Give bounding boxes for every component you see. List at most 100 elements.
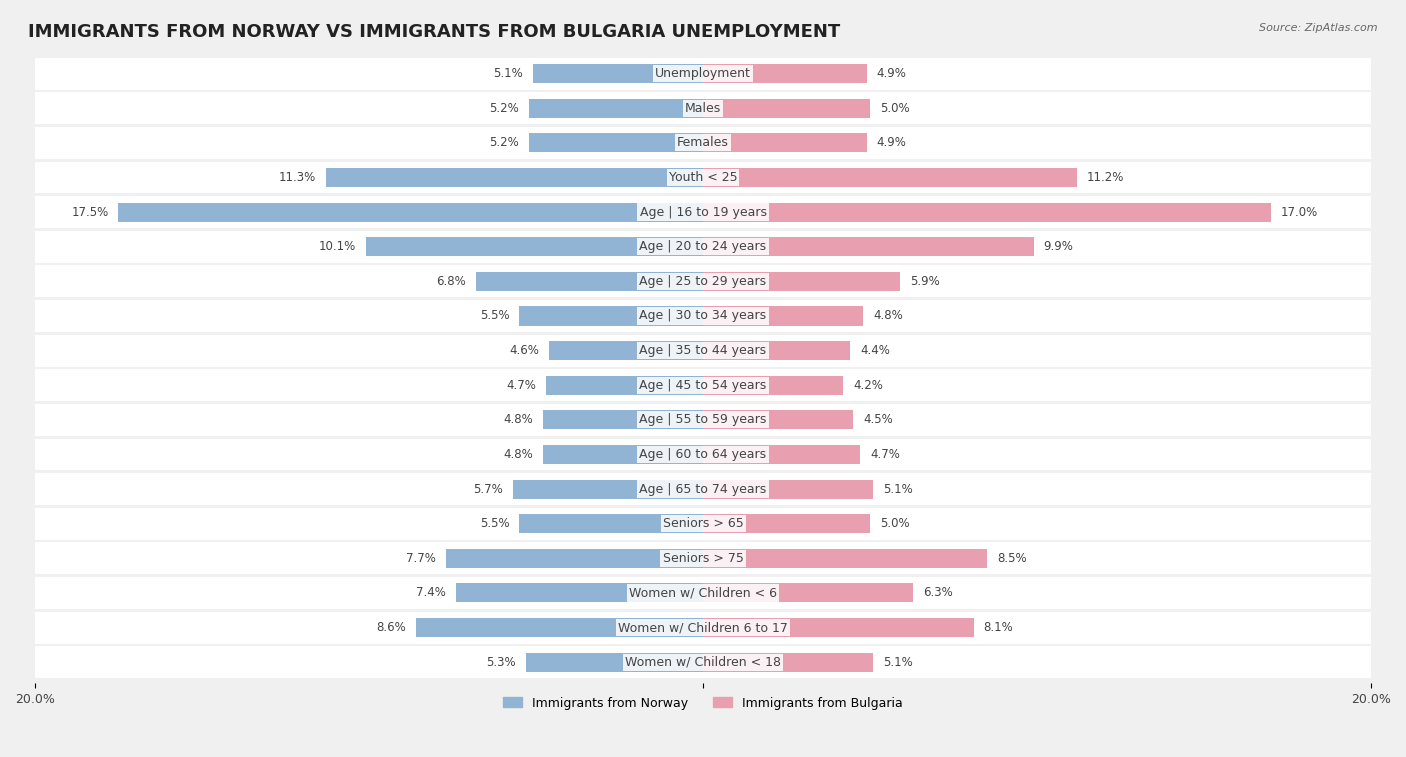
Text: 5.2%: 5.2% [489,101,519,115]
Text: 4.8%: 4.8% [873,310,903,322]
Bar [35,92,1371,124]
Bar [550,341,703,360]
Bar [703,514,870,533]
Bar [35,612,1371,643]
Text: 5.1%: 5.1% [883,483,912,496]
Text: 10.1%: 10.1% [318,240,356,254]
Bar [35,335,1371,366]
Bar [703,98,870,118]
Text: 4.8%: 4.8% [503,448,533,461]
Text: 5.0%: 5.0% [880,517,910,530]
Bar [703,410,853,429]
Bar [703,341,851,360]
Bar [35,369,1371,401]
Text: Age | 25 to 29 years: Age | 25 to 29 years [640,275,766,288]
Text: 5.2%: 5.2% [489,136,519,149]
Text: 17.0%: 17.0% [1281,206,1317,219]
Bar [475,272,703,291]
Text: Youth < 25: Youth < 25 [669,171,737,184]
Text: 7.7%: 7.7% [406,552,436,565]
Text: 4.6%: 4.6% [509,344,540,357]
Text: Women w/ Children 6 to 17: Women w/ Children 6 to 17 [619,621,787,634]
Bar [519,514,703,533]
Text: Age | 65 to 74 years: Age | 65 to 74 years [640,483,766,496]
Bar [703,237,1033,257]
Text: Age | 20 to 24 years: Age | 20 to 24 years [640,240,766,254]
Bar [35,404,1371,436]
Bar [35,508,1371,540]
Bar [703,133,866,152]
Text: 5.1%: 5.1% [494,67,523,80]
Text: 4.8%: 4.8% [503,413,533,426]
Bar [703,307,863,326]
Bar [366,237,703,257]
Text: 11.3%: 11.3% [278,171,315,184]
Text: 4.4%: 4.4% [860,344,890,357]
Text: Age | 30 to 34 years: Age | 30 to 34 years [640,310,766,322]
Bar [703,549,987,568]
Text: 4.5%: 4.5% [863,413,893,426]
Text: 4.9%: 4.9% [877,67,907,80]
Text: 6.3%: 6.3% [924,587,953,600]
Text: 8.1%: 8.1% [984,621,1014,634]
Text: 17.5%: 17.5% [72,206,108,219]
Text: Women w/ Children < 6: Women w/ Children < 6 [628,587,778,600]
Bar [703,584,914,603]
Bar [546,375,703,394]
Bar [703,618,973,637]
Text: Age | 60 to 64 years: Age | 60 to 64 years [640,448,766,461]
Text: 5.3%: 5.3% [486,656,516,668]
Bar [35,196,1371,228]
Bar [35,543,1371,575]
Text: 5.7%: 5.7% [472,483,502,496]
Text: 6.8%: 6.8% [436,275,465,288]
Bar [35,231,1371,263]
Bar [35,127,1371,159]
Text: Seniors > 65: Seniors > 65 [662,517,744,530]
Text: 8.6%: 8.6% [375,621,406,634]
Bar [543,445,703,464]
Text: 4.9%: 4.9% [877,136,907,149]
Text: 11.2%: 11.2% [1087,171,1125,184]
Bar [35,161,1371,194]
Bar [703,445,860,464]
Text: Seniors > 75: Seniors > 75 [662,552,744,565]
Bar [416,618,703,637]
Bar [35,577,1371,609]
Text: 4.2%: 4.2% [853,378,883,391]
Bar [35,646,1371,678]
Bar [703,272,900,291]
Bar [703,480,873,499]
Bar [446,549,703,568]
Text: 4.7%: 4.7% [506,378,536,391]
Bar [529,98,703,118]
Text: 8.5%: 8.5% [997,552,1026,565]
Bar [35,266,1371,298]
Bar [529,133,703,152]
Text: Source: ZipAtlas.com: Source: ZipAtlas.com [1260,23,1378,33]
Text: 4.7%: 4.7% [870,448,900,461]
Bar [533,64,703,83]
Bar [35,473,1371,505]
Text: 7.4%: 7.4% [416,587,446,600]
Bar [519,307,703,326]
Text: Age | 35 to 44 years: Age | 35 to 44 years [640,344,766,357]
Bar [456,584,703,603]
Text: Males: Males [685,101,721,115]
Bar [35,58,1371,89]
Bar [35,300,1371,332]
Bar [703,375,844,394]
Text: IMMIGRANTS FROM NORWAY VS IMMIGRANTS FROM BULGARIA UNEMPLOYMENT: IMMIGRANTS FROM NORWAY VS IMMIGRANTS FRO… [28,23,841,41]
Text: Age | 16 to 19 years: Age | 16 to 19 years [640,206,766,219]
Bar [703,168,1077,187]
Text: 5.1%: 5.1% [883,656,912,668]
Text: 5.5%: 5.5% [479,517,509,530]
Bar [703,653,873,671]
Text: Females: Females [678,136,728,149]
Text: 5.5%: 5.5% [479,310,509,322]
Text: Unemployment: Unemployment [655,67,751,80]
Bar [35,438,1371,470]
Text: 9.9%: 9.9% [1043,240,1074,254]
Bar [543,410,703,429]
Legend: Immigrants from Norway, Immigrants from Bulgaria: Immigrants from Norway, Immigrants from … [498,692,908,715]
